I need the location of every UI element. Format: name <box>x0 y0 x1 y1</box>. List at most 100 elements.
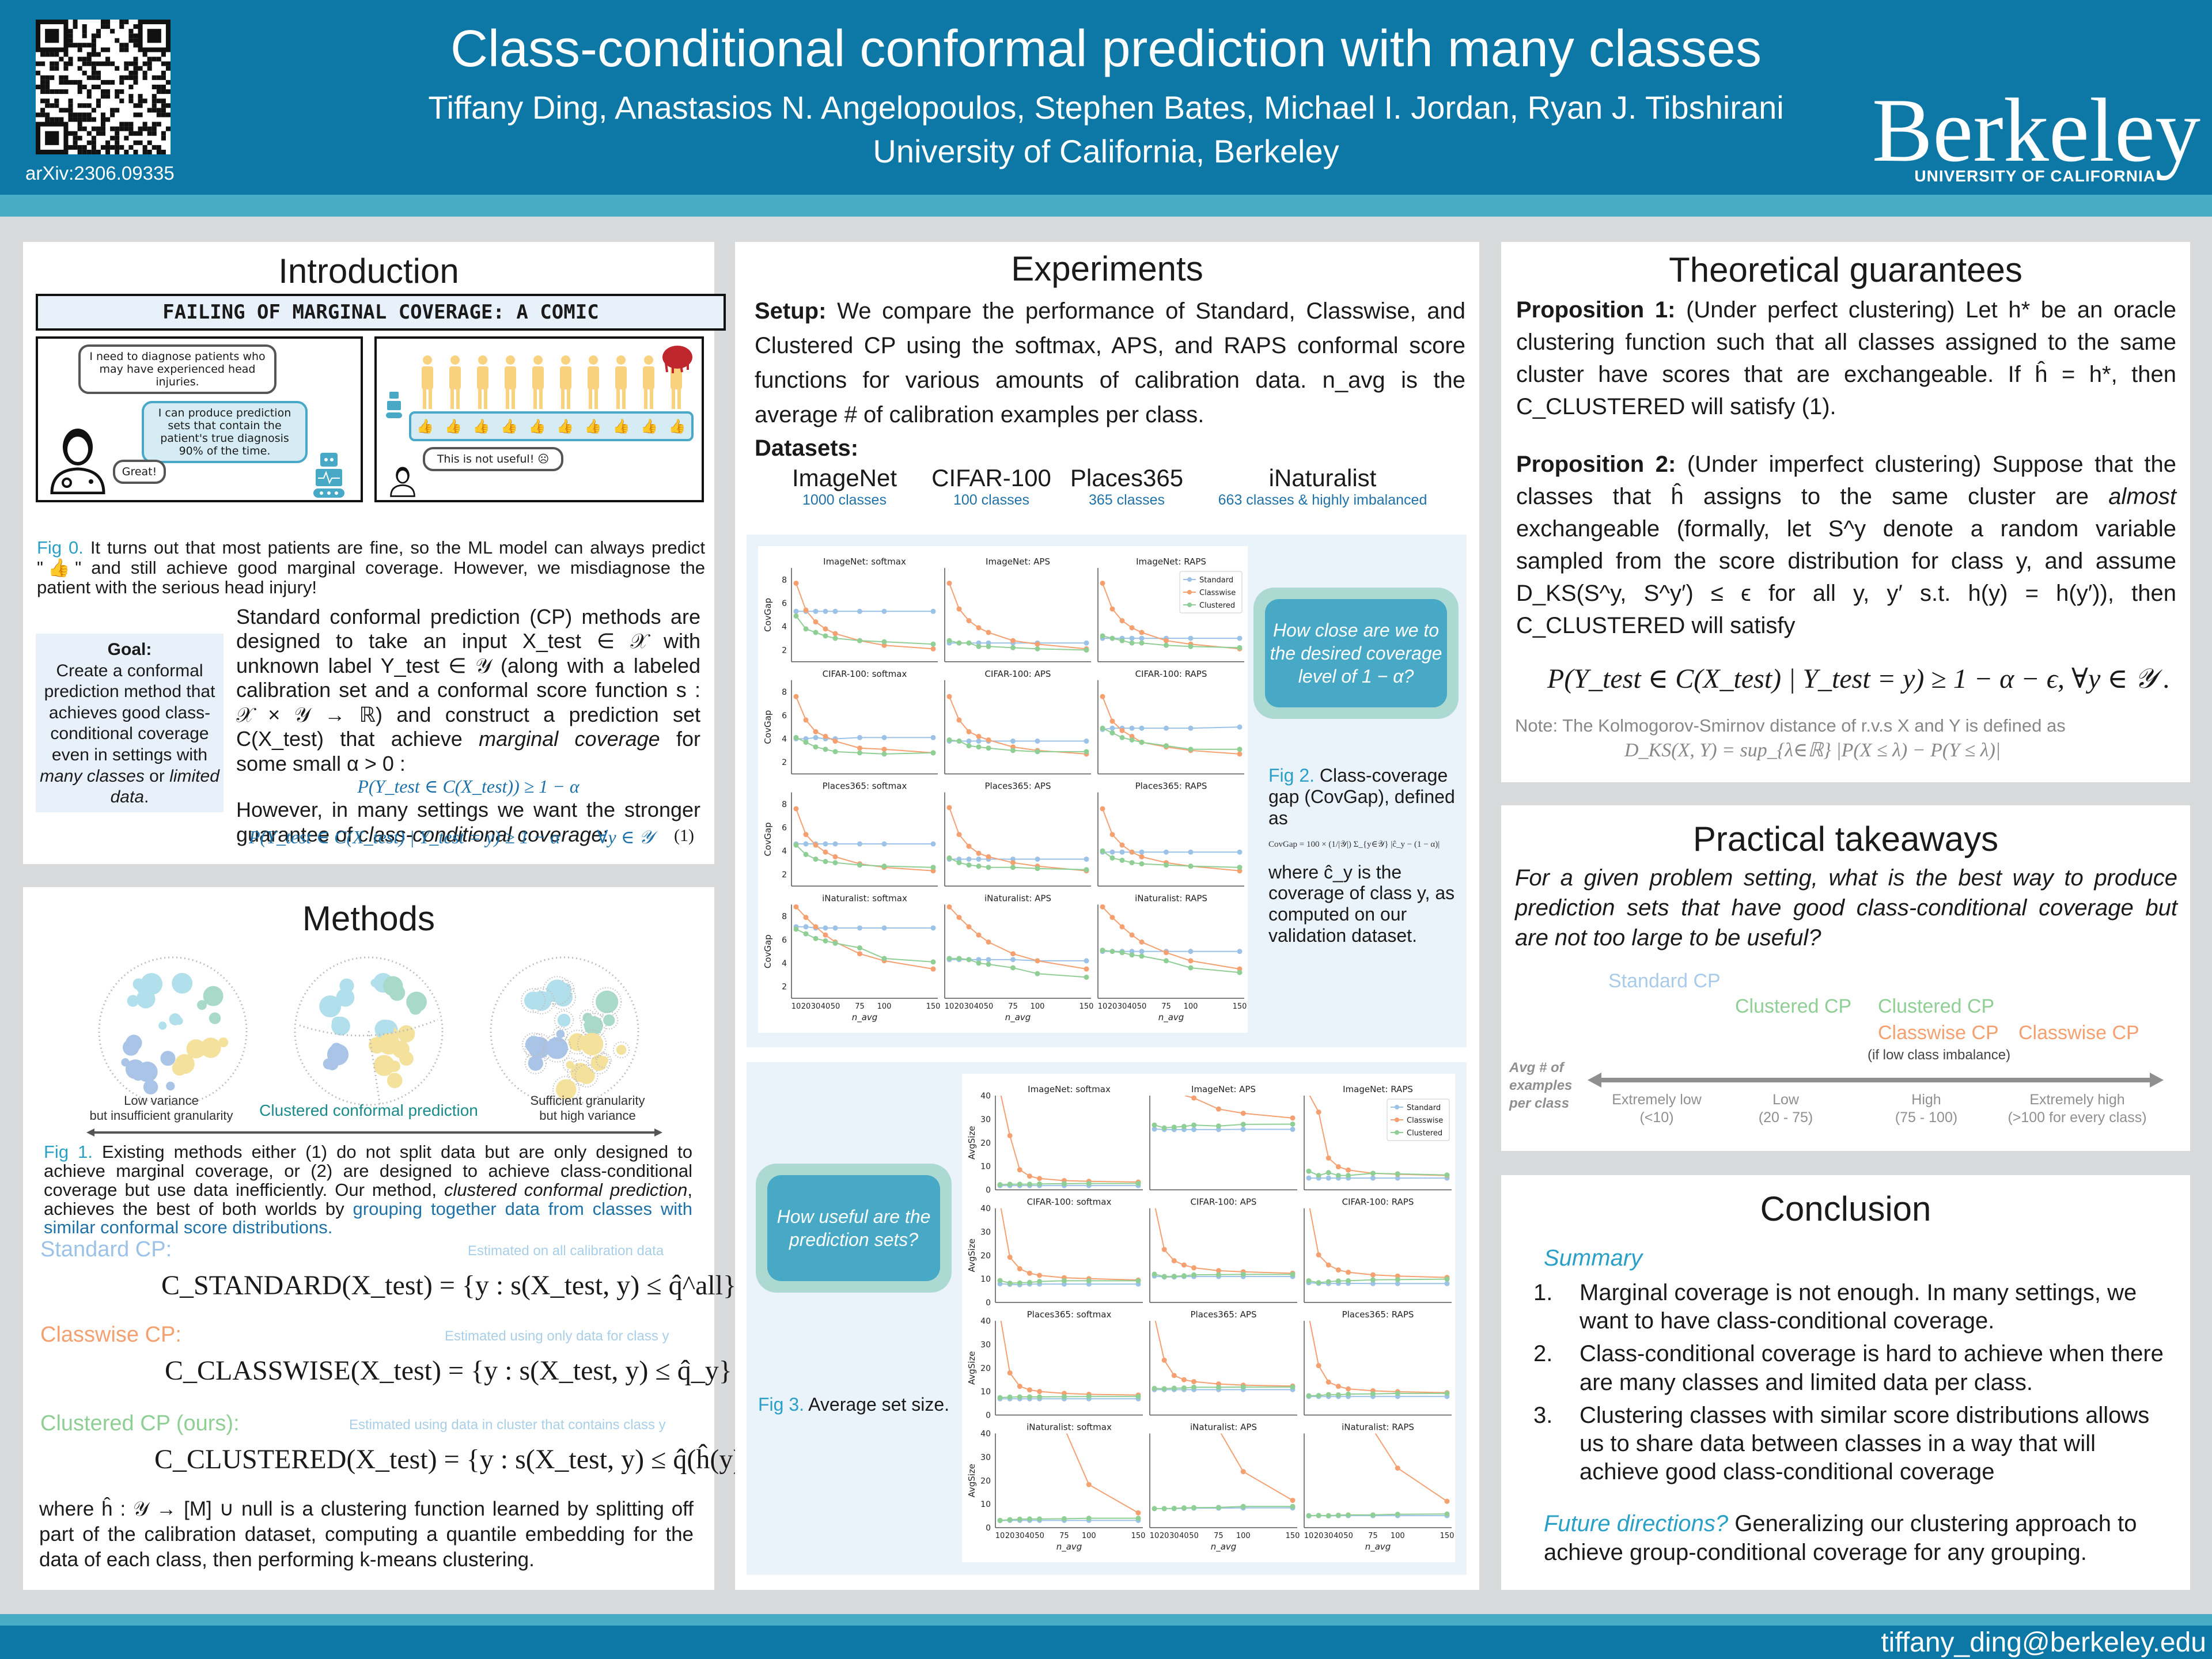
data-point-clustered <box>1181 1505 1187 1511</box>
intro-body-2: However, in many settings we want the st… <box>236 798 700 846</box>
patient-icon <box>588 355 599 409</box>
goal-box: Goal: Create a conformal prediction meth… <box>36 634 224 812</box>
classwise-cp-label: Classwise CP: <box>40 1323 181 1347</box>
data-point-clustered <box>793 842 799 848</box>
data-point-standard <box>1188 849 1194 855</box>
panel-title: ImageNet: softmax <box>1028 1084 1111 1094</box>
data-point-classwise <box>976 932 982 938</box>
data-point-clustered <box>1152 1122 1157 1128</box>
data-point-clustered <box>1035 971 1040 976</box>
theory-title: Theoretical guarantees <box>1669 251 2022 289</box>
y-tick-label: 20 <box>980 1364 991 1373</box>
axis-tick: Extremely high (>100 for every class) <box>2002 1091 2152 1127</box>
data-point-clustered <box>823 747 828 752</box>
data-point-standard <box>1035 738 1040 744</box>
data-point-classwise <box>1240 1111 1246 1116</box>
fig2-label: Fig 2. <box>1268 765 1315 786</box>
data-point-clustered <box>1306 1513 1312 1518</box>
axis-tick-range: (<10) <box>1639 1109 1674 1126</box>
series-line-classwise <box>1102 696 1240 755</box>
x-tick-label: 150 <box>1286 1532 1300 1540</box>
intro-body-1-end: for some small α > 0 : <box>236 727 700 775</box>
x-tick-label: 100 <box>1184 1002 1198 1011</box>
x-tick-label: 30 <box>1118 1002 1127 1011</box>
patient-icon <box>532 355 544 409</box>
data-point-standard <box>793 608 799 614</box>
data-point-classwise <box>1007 1132 1013 1138</box>
y-tick-label: 20 <box>980 1476 991 1486</box>
data-point-standard <box>881 841 887 847</box>
data-point-classwise <box>1037 1176 1043 1181</box>
data-point-clustered <box>793 613 799 619</box>
contact-email[interactable]: tiffany_ding@berkeley.edu <box>1881 1627 2206 1658</box>
data-point-clustered <box>976 744 982 750</box>
data-point-clustered <box>1100 633 1105 639</box>
y-tick-label: 0 <box>986 1186 991 1195</box>
panel-title: iNaturalist: RAPS <box>1135 893 1207 903</box>
data-point-classwise <box>813 842 819 848</box>
eq-class-conditional: P(Y_test ∈ C(X_test) | Y_test = y) ≥ 1 −… <box>249 827 654 847</box>
data-point-classwise <box>946 694 952 699</box>
data-point-clustered <box>946 638 952 643</box>
summary-item-text: Marginal coverage is not enough. In many… <box>1580 1280 2137 1334</box>
data-point-clustered <box>1100 948 1105 953</box>
data-point-clustered <box>1240 1122 1246 1127</box>
data-point-clustered <box>793 734 799 740</box>
data-point-classwise <box>803 607 809 613</box>
data-point-classwise <box>1129 625 1135 631</box>
summary-item: 2. Class-conditional coverage is hard to … <box>1518 1340 2169 1396</box>
class-dot <box>397 1025 415 1043</box>
class-dot <box>557 1013 571 1027</box>
data-point-clustered <box>1335 1392 1341 1397</box>
legend-label: Standard <box>1199 576 1233 585</box>
y-tick-label: 8 <box>782 800 787 809</box>
qr-code[interactable] <box>36 20 171 154</box>
dataset-item: iNaturalist 663 classes & highly imbalanc… <box>1196 464 1449 509</box>
class-dot <box>218 1037 229 1048</box>
setup-body: We compare the performance of Standard, … <box>755 298 1465 427</box>
panel-title: ImageNet: RAPS <box>1343 1084 1413 1094</box>
poster-title: Class-conditional conformal prediction w… <box>450 20 1762 78</box>
class-dot <box>326 1058 339 1070</box>
data-point-clustered <box>930 959 936 965</box>
y-tick-label: 30 <box>980 1340 991 1350</box>
prop2-text-b: exchangeable (formally, let S^y denote a… <box>1516 516 2176 638</box>
data-point-standard <box>1129 725 1135 731</box>
data-point-classwise <box>1325 1155 1331 1161</box>
x-tick-label: 20 <box>801 1002 811 1011</box>
data-point-clustered <box>1037 1181 1043 1187</box>
experiments-title: Experiments <box>1011 249 1203 288</box>
data-point-clustered <box>986 865 991 870</box>
data-point-clustered <box>1061 1394 1067 1400</box>
y-axis-label: AvgSize <box>967 1238 977 1272</box>
class-dot <box>556 1029 565 1039</box>
fig2-where: where ĉ_y is the coverage of class y, as… <box>1268 861 1455 946</box>
data-point-clustered <box>1395 1512 1400 1517</box>
data-point-classwise <box>1109 832 1115 838</box>
arxiv-id[interactable]: arXiv:2306.09335 <box>25 162 175 184</box>
x-tick-label: 100 <box>1391 1532 1405 1540</box>
summary-item-number: 1. <box>1533 1280 1553 1305</box>
data-point-classwise <box>1037 1272 1043 1278</box>
class-dot <box>319 995 342 1018</box>
y-axis-label: CovGap <box>763 934 773 968</box>
data-point-standard <box>1188 949 1194 955</box>
comic-title: FAILING OF MARGINAL COVERAGE: A COMIC <box>36 294 726 331</box>
x-tick-label: 40 <box>1334 1532 1343 1540</box>
data-point-standard <box>1444 1281 1450 1286</box>
speech-bubble-doctor: I need to diagnose patients who may have… <box>78 344 276 394</box>
class-dot <box>409 1002 422 1015</box>
intro-body-1-em: marginal coverage <box>479 727 660 751</box>
series-line-classwise <box>1309 1208 1448 1278</box>
data-point-classwise <box>1164 950 1169 956</box>
future-directions: Future directions? Generalizing our clus… <box>1544 1509 2172 1567</box>
axis-tick-label: Extremely low <box>1612 1092 1702 1108</box>
legend-label: Standard <box>1407 1104 1441 1112</box>
data-point-clustered <box>997 1278 1003 1283</box>
data-point-clustered <box>1171 1274 1177 1279</box>
data-point-classwise <box>1335 1164 1341 1169</box>
x-axis-label: n_avg <box>1056 1541 1082 1552</box>
x-tick-label: 100 <box>1082 1532 1096 1540</box>
speech-bubble-robot: I can produce prediction sets that conta… <box>142 401 308 463</box>
series-line-classwise <box>1374 1433 1448 1502</box>
